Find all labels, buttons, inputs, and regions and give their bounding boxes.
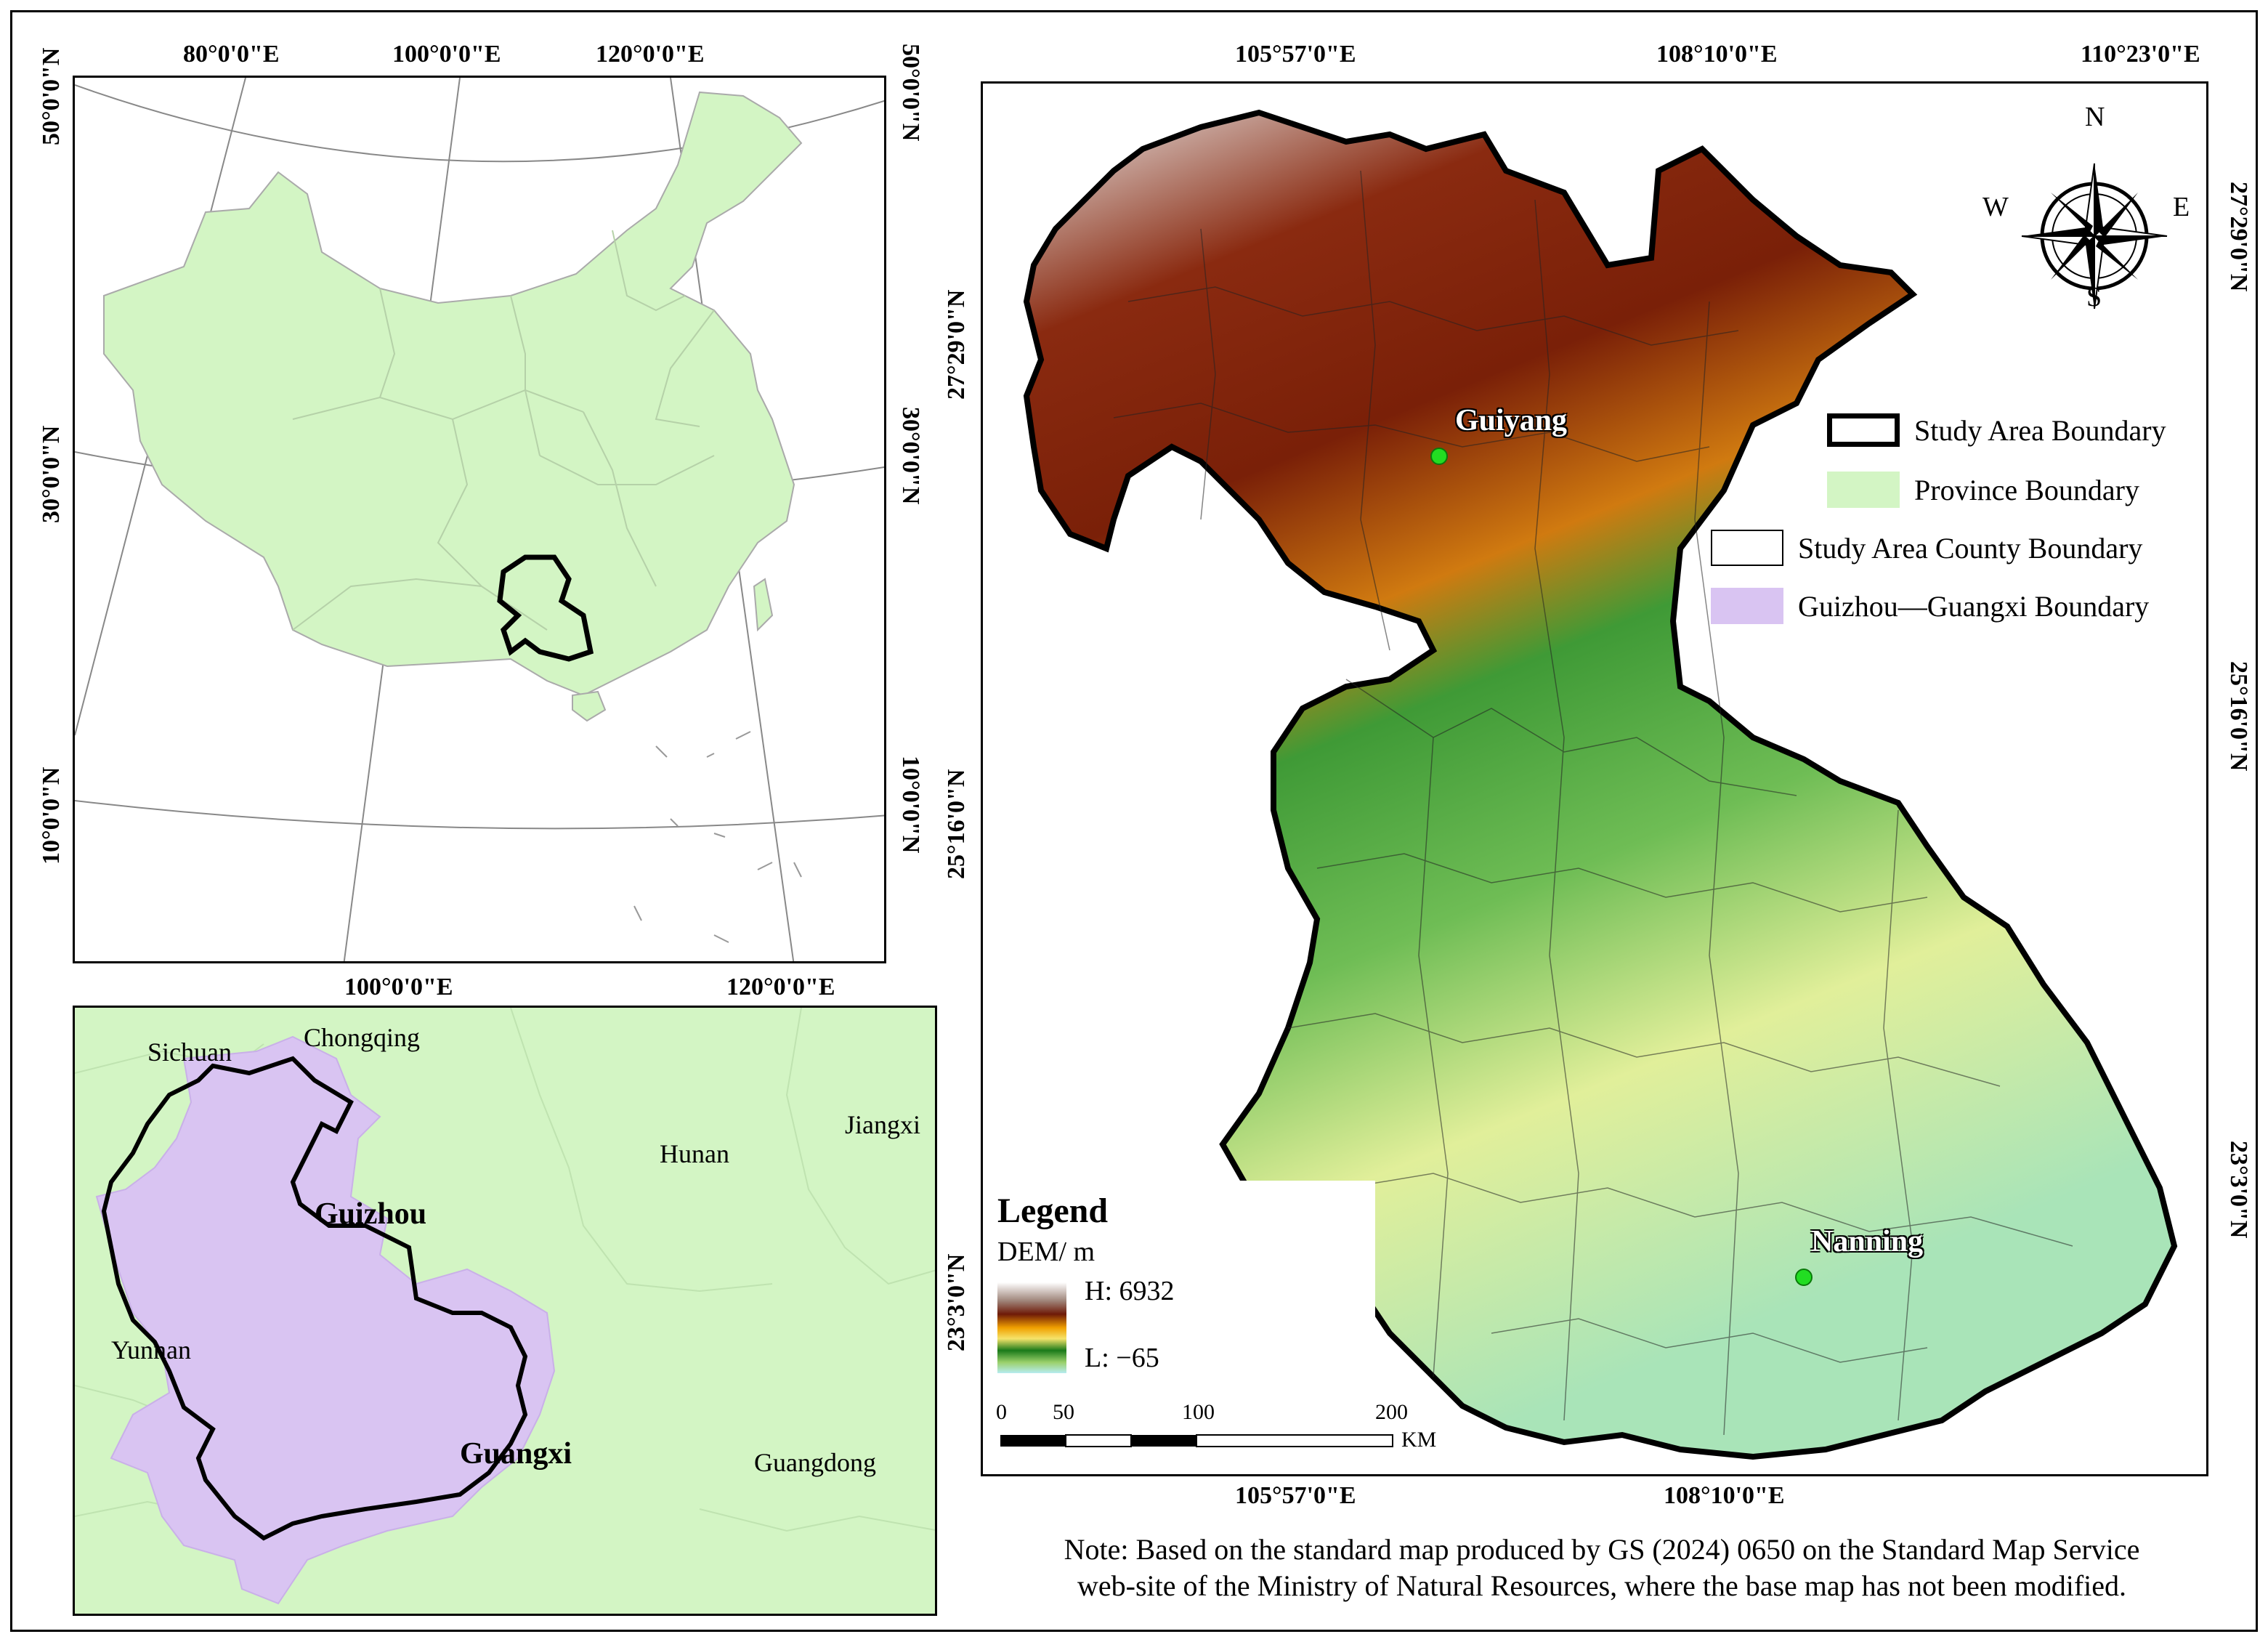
main-top-lon-2: 108°10'0"E [1656,41,1778,68]
county-boundaries [1113,170,2073,1436]
overview-top-lon-80: 80°0'0"E [183,41,280,68]
legend-label-study-area: Study Area Boundary [1914,414,2166,447]
scale-tick-100: 100 [1182,1400,1215,1424]
overview-right-lat-10: 10°0'0"N [897,756,924,854]
overview-bottom-lon-120: 120°0'0"E [726,974,835,1000]
south-sea-islands [633,731,802,943]
overview-left-lat-10: 10°0'0"N [38,767,65,865]
dem-color-ramp [997,1282,1066,1373]
graticule-lat-10 [75,800,884,830]
main-top-lon-1: 105°57'0"E [1235,41,1356,68]
gx-gz-region [95,1035,556,1605]
label-yunnan: Yunnan [111,1335,191,1364]
main-bottom-lon-1: 105°57'0"E [1235,1482,1356,1509]
overview-bottom-lon-100: 100°0'0"E [344,974,453,1000]
guiyang-dot [1430,448,1448,465]
dem-map-graphic [983,109,2206,1474]
overview-top-lon-120: 120°0'0"E [596,41,705,68]
scale-unit: KM [1401,1428,1437,1452]
dem-legend-title: Legend [997,1192,1109,1230]
scale-tick-0: 0 [996,1400,1007,1424]
main-left-lat-1: 27°29'0"N [943,289,970,400]
dem-legend-low: L: −65 [1085,1343,1159,1373]
source-note-line-2: web-site of the Ministry of Natural Reso… [1077,1569,2127,1602]
compass-s: S [2086,282,2102,312]
china-landmass [103,91,803,697]
overview-right-lat-50: 50°0'0"N [897,44,924,142]
overview-study-area [497,554,594,662]
dem-legend-unit: DEM/ m [997,1237,1095,1267]
source-note-line-1: Note: Based on the standard map produced… [1064,1533,2140,1566]
label-jiangxi: Jiangxi [845,1110,920,1139]
overview-top-lon-100: 100°0'0"E [392,41,501,68]
nanning-dot [1795,1269,1813,1286]
legend-swatch-gx-gz [1711,588,1783,624]
main-right-lat-1: 27°29'0"N [2225,182,2252,292]
overview-map-graphic [75,78,884,961]
boundary-legend-box [1811,389,2206,665]
main-right-lat-2: 25°16'0"N [2225,661,2252,772]
hainan-island [572,690,607,722]
overview-map-panel [73,76,886,963]
city-nanning: Nanning [1811,1225,1924,1258]
inset-map-panel: Sichuan Chongqing Hunan Jiangxi Guizhou … [73,1006,937,1616]
compass-w: W [1983,192,2009,222]
overview-right-lat-30: 30°0'0"N [897,407,924,505]
compass-rose [2021,163,2168,310]
compass-e: E [2173,192,2190,222]
figure-frame [10,10,2258,1632]
label-guizhou: Guizhou [315,1197,427,1231]
city-guiyang: Guiyang [1455,404,1568,437]
scale-tick-50: 50 [1053,1400,1074,1424]
main-map-panel: N S E W Guiyang Nanning Study Area Bound… [981,81,2208,1476]
label-guangxi: Guangxi [460,1437,572,1471]
label-hunan: Hunan [660,1139,729,1168]
legend-swatch-county [1711,530,1783,566]
source-note: Note: Based on the standard map produced… [952,1532,2252,1604]
main-left-lat-2: 25°16'0"N [943,769,970,879]
study-area-dem [1023,109,2178,1460]
dem-legend-high: H: 6932 [1085,1276,1175,1306]
label-chongqing: Chongqing [304,1023,421,1052]
main-left-lat-3: 23°3'0"N [943,1253,970,1351]
taiwan-island [753,578,774,632]
legend-label-gx-gz: Guizhou—Guangxi Boundary [1798,590,2150,623]
main-top-lon-3: 110°23'0"E [2081,41,2200,68]
legend-label-province: Province Boundary [1914,474,2139,506]
overview-left-lat-50: 50°0'0"N [38,47,65,145]
label-guangdong: Guangdong [754,1448,876,1477]
inset-map-graphic [75,1008,935,1614]
main-bottom-lon-2: 108°10'0"E [1664,1482,1785,1509]
overview-left-lat-30: 30°0'0"N [38,425,65,523]
legend-swatch-province [1827,472,1900,508]
label-sichuan: Sichuan [147,1038,232,1067]
compass-n: N [2085,102,2105,132]
scale-tick-200: 200 [1375,1400,1408,1424]
main-right-lat-3: 23°3'0"N [2225,1141,2252,1239]
legend-label-county: Study Area County Boundary [1798,532,2143,565]
inset-study-area [101,1056,528,1541]
scale-bar [1000,1434,1393,1447]
legend-swatch-study-area [1827,413,1900,447]
